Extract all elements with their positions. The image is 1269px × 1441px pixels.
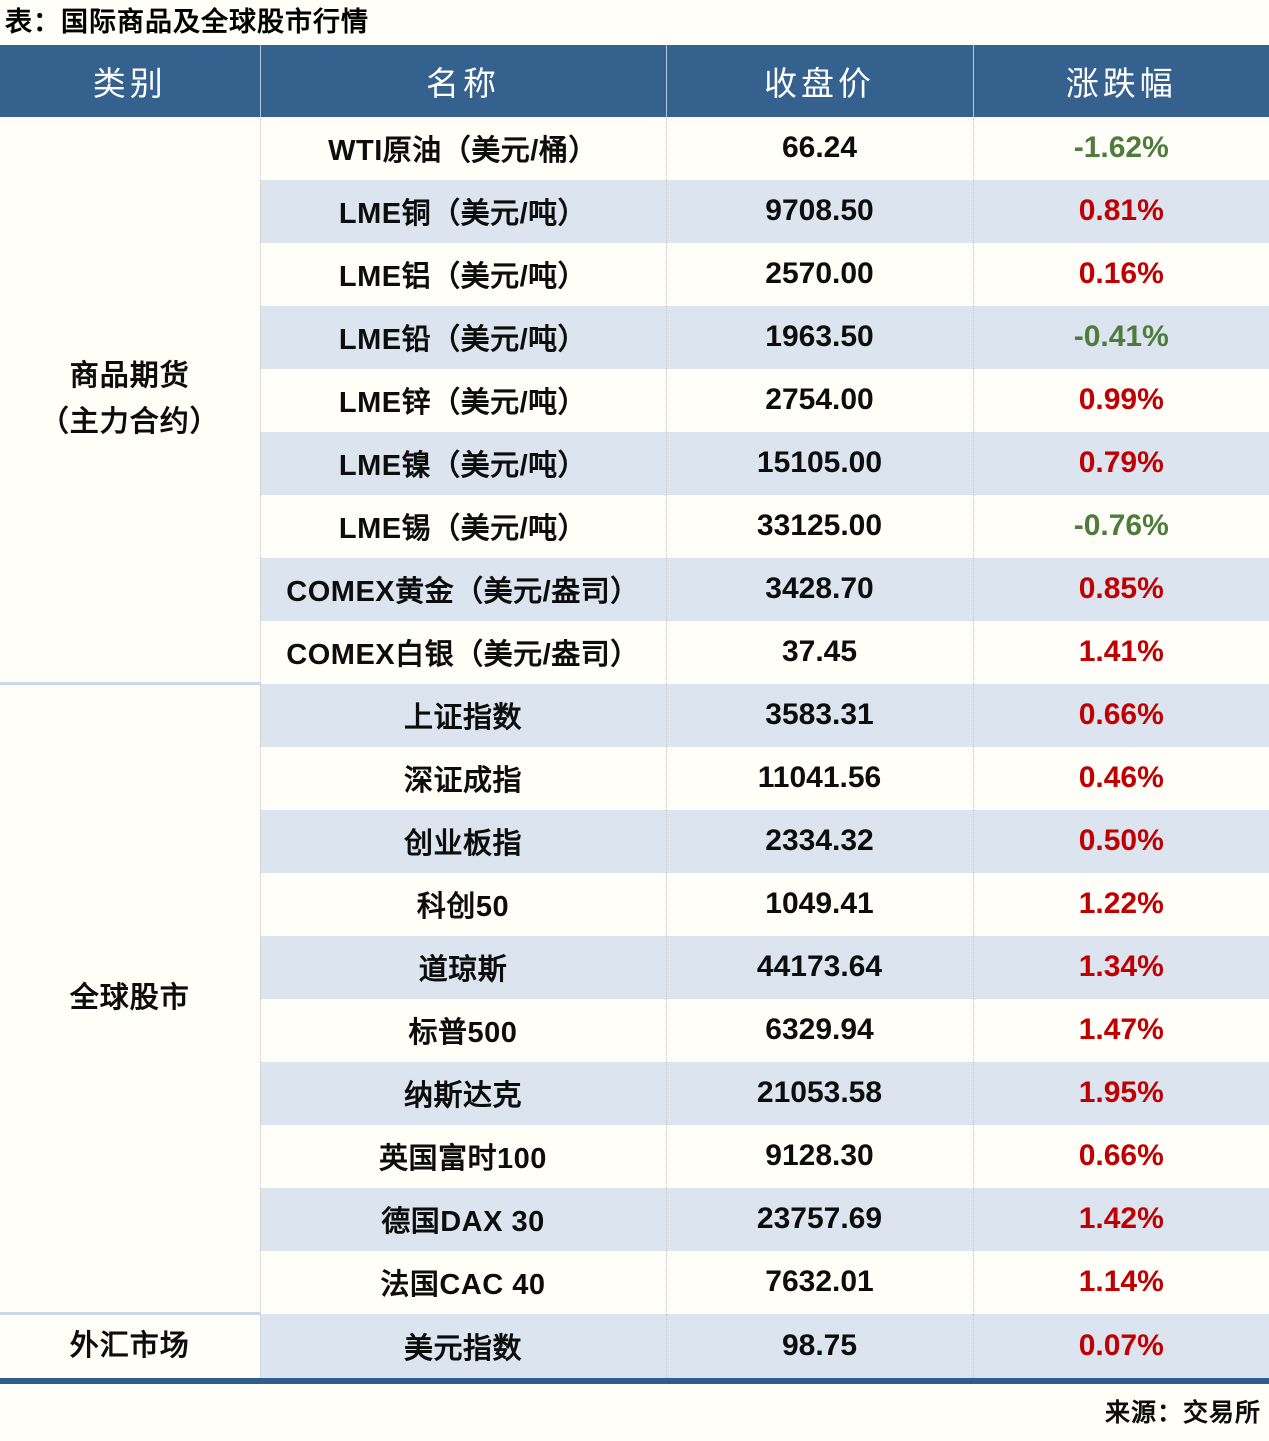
table-row: 全球股市 上证指数 3583.31 0.66%	[0, 682, 1269, 1314]
name-cell: 法国CAC 40	[259, 1250, 666, 1314]
header-change: 涨跌幅	[972, 44, 1269, 117]
table-row: 商品期货 （主力合约） WTI原油（美元/桶） 66.24 -1.62%	[0, 116, 1269, 684]
change-cell: 0.66%	[972, 683, 1269, 747]
close-cell: 21053.58	[665, 1061, 973, 1125]
change-cell: -1.62%	[972, 116, 1269, 180]
name-cell: LME铜（美元/吨）	[259, 179, 666, 243]
table-row: 法国CAC 40 7632.01 1.14%	[0, 1250, 1269, 1314]
name-cell: COMEX白银（美元/盎司）	[259, 620, 666, 684]
name-cell: COMEX黄金（美元/盎司）	[259, 557, 666, 621]
table-row: LME铝（美元/吨） 2570.00 0.16%	[0, 242, 1269, 306]
category-label-line2: （主力合约）	[39, 406, 220, 439]
name-cell: LME铅（美元/吨）	[259, 305, 666, 369]
table-row: 道琼斯 44173.64 1.34%	[0, 935, 1269, 999]
name-cell: 道琼斯	[259, 935, 666, 999]
table-row: LME锌（美元/吨） 2754.00 0.99%	[0, 368, 1269, 432]
table-row: LME镍（美元/吨） 15105.00 0.79%	[0, 431, 1269, 495]
name-cell: 标普500	[259, 998, 666, 1062]
change-cell: 0.16%	[972, 242, 1269, 306]
name-cell: 美元指数	[259, 1313, 666, 1382]
category-cell-commodities: 商品期货 （主力合约）	[0, 116, 260, 684]
change-cell: 1.47%	[972, 998, 1269, 1062]
page-title: 表：国际商品及全球股市行情	[5, 7, 369, 37]
change-cell: 0.85%	[972, 557, 1269, 621]
close-cell: 9128.30	[665, 1124, 973, 1188]
close-cell: 98.75	[665, 1313, 973, 1382]
change-cell: 0.81%	[972, 179, 1269, 243]
close-cell: 44173.64	[665, 935, 973, 999]
table-row: 纳斯达克 21053.58 1.95%	[0, 1061, 1269, 1125]
name-cell: 深证成指	[259, 746, 666, 810]
close-cell: 9708.50	[665, 179, 973, 243]
name-cell: 纳斯达克	[259, 1061, 666, 1125]
header-close: 收盘价	[665, 44, 973, 117]
change-cell: 1.42%	[972, 1187, 1269, 1251]
name-cell: 上证指数	[259, 683, 666, 747]
table-row: COMEX白银（美元/盎司） 37.45 1.41%	[0, 620, 1269, 684]
table-row: 德国DAX 30 23757.69 1.42%	[0, 1187, 1269, 1251]
close-cell: 6329.94	[665, 998, 973, 1062]
table-row: COMEX黄金（美元/盎司） 3428.70 0.85%	[0, 557, 1269, 621]
name-cell: 英国富时100	[259, 1124, 666, 1188]
source-note: 来源：交易所	[1104, 1399, 1261, 1428]
table-row: 深证成指 11041.56 0.46%	[0, 746, 1269, 810]
name-cell: 德国DAX 30	[259, 1187, 666, 1251]
close-cell: 66.24	[665, 116, 973, 180]
change-cell: 1.95%	[972, 1061, 1269, 1125]
name-cell: WTI原油（美元/桶）	[259, 116, 666, 180]
change-cell: -0.76%	[972, 494, 1269, 558]
table-row: 标普500 6329.94 1.47%	[0, 998, 1269, 1062]
close-cell: 2334.32	[665, 809, 973, 873]
header-row: 类别 名称 收盘价 涨跌幅	[0, 44, 1269, 117]
change-cell: 1.41%	[972, 620, 1269, 684]
change-cell: 0.99%	[972, 368, 1269, 432]
change-cell: 1.22%	[972, 872, 1269, 936]
close-cell: 2570.00	[665, 242, 973, 306]
name-cell: LME锌（美元/吨）	[259, 368, 666, 432]
table-header: 类别 名称 收盘价 涨跌幅	[0, 44, 1269, 117]
name-cell: 科创50	[259, 872, 666, 936]
close-cell: 37.45	[665, 620, 973, 684]
table-row: 科创50 1049.41 1.22%	[0, 872, 1269, 936]
close-cell: 7632.01	[665, 1250, 973, 1314]
close-cell: 23757.69	[665, 1187, 973, 1251]
close-cell: 2754.00	[665, 368, 973, 432]
close-cell: 1963.50	[665, 305, 973, 369]
table-row: 创业板指 2334.32 0.50%	[0, 809, 1269, 873]
close-cell: 3428.70	[665, 557, 973, 621]
name-cell: LME镍（美元/吨）	[259, 431, 666, 495]
close-cell: 11041.56	[665, 746, 973, 810]
close-cell: 33125.00	[665, 494, 973, 558]
table-row: 外汇市场 美元指数 98.75 0.07%	[0, 1312, 1269, 1382]
header-category: 类别	[0, 44, 260, 117]
name-cell: 创业板指	[259, 809, 666, 873]
change-cell: 0.46%	[972, 746, 1269, 810]
market-table: 类别 名称 收盘价 涨跌幅 商品期货 （主力合约） WTI原油（美元/桶） 66…	[0, 44, 1269, 1385]
name-cell: LME锡（美元/吨）	[259, 494, 666, 558]
name-cell: LME铝（美元/吨）	[259, 242, 666, 306]
category-label: 全球股市	[69, 982, 190, 1015]
category-cell-stocks: 全球股市	[0, 682, 260, 1314]
change-cell: 0.79%	[972, 431, 1269, 495]
change-cell: 0.07%	[972, 1313, 1269, 1382]
close-cell: 15105.00	[665, 431, 973, 495]
change-cell: 1.34%	[972, 935, 1269, 999]
change-cell: -0.41%	[972, 305, 1269, 369]
table-row: LME锡（美元/吨） 33125.00 -0.76%	[0, 494, 1269, 558]
category-cell-forex: 外汇市场	[0, 1312, 260, 1382]
table-row: LME铅（美元/吨） 1963.50 -0.41%	[0, 305, 1269, 369]
change-cell: 0.66%	[972, 1124, 1269, 1188]
category-label: 外汇市场	[69, 1330, 190, 1363]
close-cell: 3583.31	[665, 683, 973, 747]
category-label: 商品期货	[69, 360, 190, 393]
header-name: 名称	[259, 44, 666, 117]
change-cell: 0.50%	[972, 809, 1269, 873]
table-row: LME铜（美元/吨） 9708.50 0.81%	[0, 179, 1269, 243]
close-cell: 1049.41	[665, 872, 973, 936]
table-row: 英国富时100 9128.30 0.66%	[0, 1124, 1269, 1188]
table-body: 商品期货 （主力合约） WTI原油（美元/桶） 66.24 -1.62% LME…	[0, 116, 1269, 1382]
change-cell: 1.14%	[972, 1250, 1269, 1314]
